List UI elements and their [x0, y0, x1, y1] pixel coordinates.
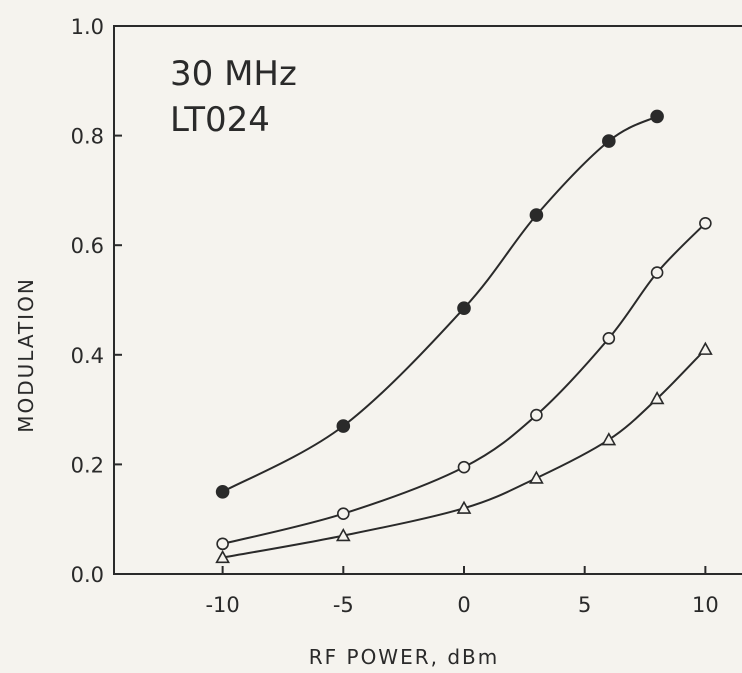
y-tick-label: 1.0 — [71, 15, 104, 39]
data-point-triangle — [456, 500, 472, 514]
series-line — [222, 222, 707, 545]
x-tick-label: 10 — [692, 593, 719, 617]
data-point-open-circle — [337, 507, 350, 521]
data-point-triangle — [215, 549, 230, 564]
data-point-triangle — [698, 341, 713, 355]
y-tick-label: 0.0 — [71, 563, 104, 587]
series-open-circle — [216, 216, 712, 551]
series-line — [222, 115, 658, 493]
data-point-filled-circle — [650, 109, 664, 124]
series-open-triangle — [215, 341, 713, 564]
data-point-triangle — [601, 432, 617, 446]
x-axis-label: RF POWER, dBm — [309, 645, 499, 669]
data-point-filled-circle — [457, 301, 471, 316]
data-point-open-circle — [530, 408, 543, 422]
x-tick-label: -10 — [205, 593, 239, 617]
x-tick-label: 5 — [578, 593, 591, 617]
data-point-filled-circle — [336, 419, 351, 433]
annotation-frequency: 30 MHz — [170, 54, 297, 94]
data-point-triangle — [335, 527, 351, 542]
series-layer — [215, 109, 713, 564]
data-point-open-circle — [699, 216, 712, 230]
data-point-open-circle — [457, 460, 471, 474]
data-point-filled-circle — [529, 208, 544, 222]
y-tick-label: 0.6 — [71, 234, 104, 258]
data-point-open-circle — [216, 537, 229, 551]
x-tick-label: 0 — [457, 593, 470, 617]
y-tick-label: 0.4 — [71, 344, 104, 368]
data-point-triangle — [649, 390, 665, 405]
annotation-device: LT024 — [170, 100, 270, 140]
series-filled-circle — [215, 109, 664, 499]
data-point-filled-circle — [602, 134, 616, 148]
y-axis-label: MODULATION — [14, 277, 38, 433]
data-point-triangle — [529, 470, 544, 484]
ticks-layer: -10 -5 0 5 10 0.0 0.2 0.4 0.6 0.8 1.0 — [71, 15, 719, 617]
data-point-open-circle — [602, 332, 616, 345]
y-tick-label: 0.2 — [71, 453, 104, 477]
y-tick-label: 0.8 — [71, 125, 104, 149]
data-point-filled-circle — [215, 484, 230, 499]
data-point-open-circle — [650, 266, 664, 279]
x-tick-label: -5 — [333, 593, 354, 617]
